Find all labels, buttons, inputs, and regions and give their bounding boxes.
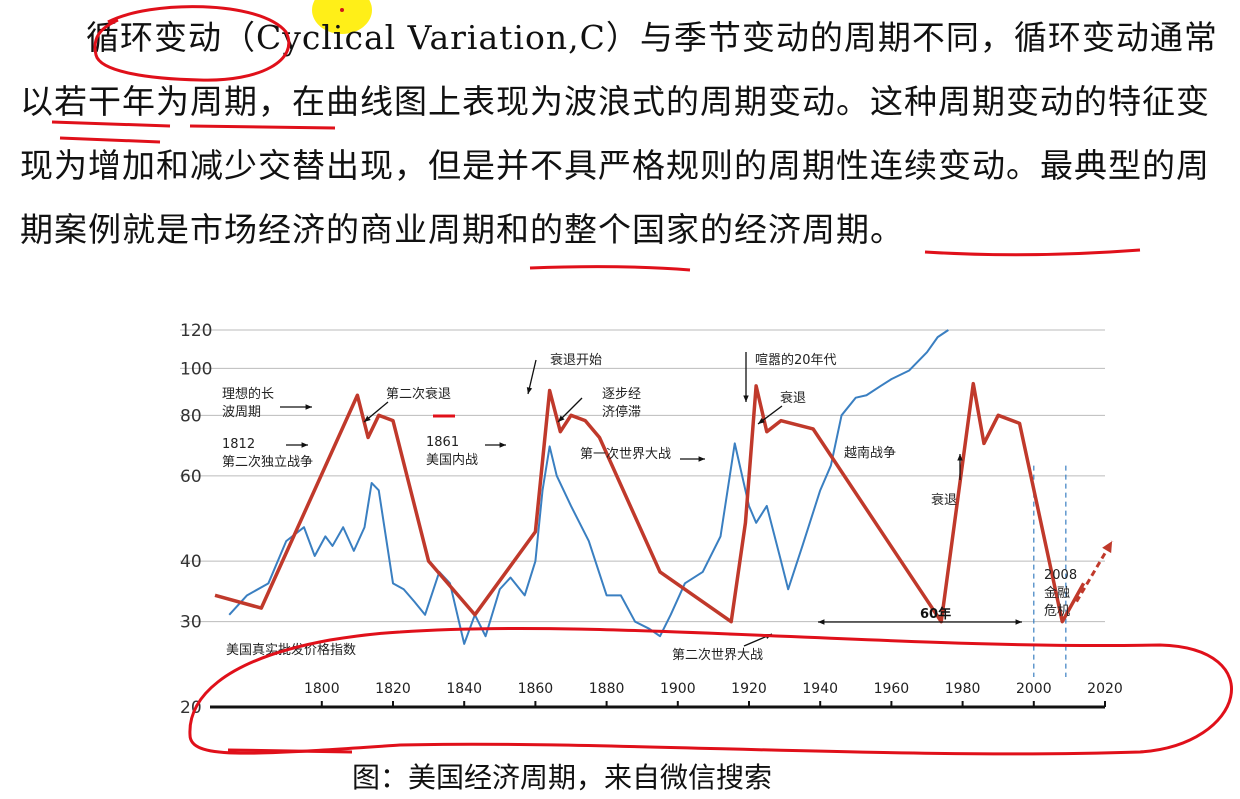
series-layer bbox=[214, 329, 1086, 645]
x-tick-label: 1940 bbox=[802, 681, 838, 697]
annotation-label: 第二次衰退 bbox=[386, 386, 451, 402]
figure-caption: 图：美国经济周期，来自微信搜索 bbox=[352, 761, 773, 794]
x-tick-label: 1840 bbox=[446, 681, 482, 697]
y-tick-label: 80 bbox=[180, 406, 202, 426]
annotation-label: 60年 bbox=[920, 606, 951, 622]
x-tick-label: 1920 bbox=[731, 681, 767, 697]
ink-underline-mark bbox=[529, 265, 691, 272]
paragraph-text: 循环变动（Cyclical Variation,C）与季节变动的周期不同，循环变… bbox=[20, 18, 1218, 249]
annotation-label: 越南战争 bbox=[844, 445, 896, 461]
arrowhead bbox=[743, 395, 749, 402]
arrowhead bbox=[558, 415, 565, 422]
annotation-label: 美国真实批发价格指数 bbox=[226, 642, 356, 658]
projection-arrow bbox=[1075, 540, 1114, 603]
x-tick-label: 1860 bbox=[518, 681, 554, 697]
series-line-1 bbox=[228, 329, 949, 645]
x-tick-label: 1820 bbox=[375, 681, 411, 697]
y-tick-label: 60 bbox=[180, 467, 202, 487]
annotation-label: 衰退 bbox=[931, 492, 957, 508]
annotation-label: 衰退开始 bbox=[550, 352, 602, 368]
annotation-label: 1861 美国内战 bbox=[426, 435, 478, 468]
annotation-label: 2008 金融危机 bbox=[1044, 568, 1077, 619]
x-tick-label: 2000 bbox=[1016, 681, 1052, 697]
arrowhead bbox=[364, 415, 371, 422]
x-tick-label: 1960 bbox=[874, 681, 910, 697]
y-tick-label: 40 bbox=[180, 552, 202, 572]
arrowhead bbox=[1015, 619, 1022, 625]
body-paragraph: 循环变动（Cyclical Variation,C）与季节变动的周期不同，循环变… bbox=[20, 6, 1235, 262]
arrowhead bbox=[305, 404, 312, 410]
arrowhead bbox=[957, 454, 963, 461]
arrowhead bbox=[758, 417, 765, 424]
arrowhead bbox=[818, 619, 825, 625]
annotation-label: 衰退 bbox=[780, 390, 806, 406]
annotation-label: 喧嚣的20年代 bbox=[755, 352, 837, 368]
x-tick-label: 1900 bbox=[660, 681, 696, 697]
y-axis-tick-labels: 20 30 40 60 80 100 120 bbox=[180, 321, 212, 718]
y-tick-label: 120 bbox=[180, 321, 212, 341]
economic-cycle-chart: 20 30 40 60 80 100 120 1800 1820 1840 1860 1880 190… bbox=[180, 321, 1123, 718]
y-tick-label: 30 bbox=[180, 613, 202, 633]
arrowhead bbox=[526, 387, 533, 394]
arrowhead bbox=[698, 456, 705, 462]
y-tick-label: 100 bbox=[180, 359, 212, 379]
x-tick-label: 1980 bbox=[945, 681, 981, 697]
ink-underline-mark bbox=[227, 748, 353, 754]
annotation-label: 理想的长波周期 bbox=[222, 386, 274, 420]
annotation-label: 1812 第二次独立战争 bbox=[222, 437, 313, 470]
annotation-label: 第一次世界大战 bbox=[580, 446, 671, 462]
x-tick-label: 1880 bbox=[589, 681, 625, 697]
arrowhead bbox=[301, 442, 308, 448]
annotation-label: 逐步经济停滞 bbox=[602, 387, 641, 420]
x-tick-label: 1800 bbox=[304, 681, 340, 697]
x-axis: 1800 1820 1840 1860 1880 1900 1920 1940 1960 1980… bbox=[210, 681, 1123, 709]
series-line-0 bbox=[214, 381, 1086, 624]
arrowhead bbox=[1102, 541, 1113, 554]
arrowhead bbox=[499, 442, 506, 448]
x-tick-label: 2020 bbox=[1087, 681, 1123, 697]
y-tick-label: 20 bbox=[180, 698, 202, 718]
annotation-label: 第二次世界大战 bbox=[672, 647, 763, 663]
